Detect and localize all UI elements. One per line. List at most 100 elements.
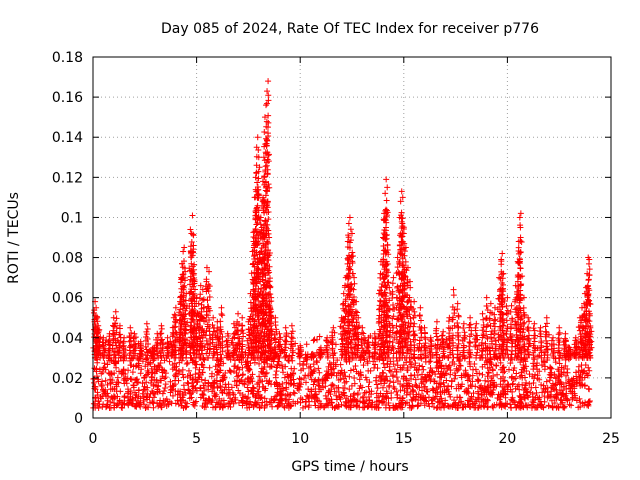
data-point [512, 385, 519, 392]
data-point [530, 366, 537, 373]
data-point [586, 386, 593, 393]
data-point [299, 362, 306, 369]
data-point [478, 398, 485, 405]
data-point [297, 399, 304, 406]
data-point [159, 390, 166, 397]
data-point [251, 399, 258, 406]
data-point [223, 390, 230, 397]
data-point [213, 372, 220, 379]
data-point [148, 373, 155, 380]
data-point [257, 395, 264, 402]
data-point [340, 375, 347, 382]
data-point [563, 372, 570, 379]
data-point [104, 390, 111, 397]
data-point [212, 393, 219, 400]
data-point [576, 395, 583, 402]
data-point [557, 396, 564, 403]
data-point [205, 395, 212, 402]
data-point [256, 360, 263, 367]
data-point [310, 337, 317, 344]
data-point [466, 398, 473, 405]
data-point [541, 359, 548, 366]
data-point [413, 382, 420, 389]
data-point [133, 391, 140, 398]
data-point [412, 360, 419, 367]
data-point [290, 389, 297, 396]
data-point [449, 359, 456, 366]
data-point [505, 381, 512, 388]
data-point [290, 370, 297, 377]
data-point [115, 358, 122, 365]
data-point [551, 382, 558, 389]
data-point [546, 377, 553, 384]
data-point [439, 371, 446, 378]
data-point [494, 371, 501, 378]
data-point [457, 394, 464, 401]
data-point [306, 392, 313, 399]
data-point [176, 390, 183, 397]
data-point [116, 368, 123, 375]
data-point [202, 404, 209, 411]
data-point [180, 374, 187, 381]
data-point [347, 404, 354, 411]
data-point [356, 376, 363, 383]
data-point [217, 358, 224, 365]
data-point [340, 385, 347, 392]
data-point [528, 403, 535, 410]
data-point [347, 367, 354, 374]
data-point [310, 381, 317, 388]
data-point [142, 404, 149, 411]
data-point [144, 367, 151, 374]
data-point [229, 390, 236, 397]
data-point [184, 400, 191, 407]
data-point [155, 362, 162, 369]
data-point [261, 402, 268, 409]
data-point [99, 403, 106, 410]
data-point [117, 388, 124, 395]
data-point [120, 366, 127, 373]
data-point [391, 366, 398, 373]
data-point [458, 374, 465, 381]
data-point [316, 383, 323, 390]
data-point [187, 372, 194, 379]
data-point [506, 366, 513, 373]
data-point [347, 393, 354, 400]
data-point [104, 361, 111, 368]
data-point [500, 364, 507, 371]
data-point [178, 402, 185, 409]
data-point [316, 388, 323, 395]
data-point [286, 358, 293, 365]
data-point [308, 386, 315, 393]
data-point [473, 398, 480, 405]
data-point [481, 403, 488, 410]
data-point [208, 370, 215, 377]
data-point [382, 393, 389, 400]
data-point [93, 365, 100, 372]
data-point [303, 341, 310, 348]
data-point [586, 397, 593, 404]
data-point [476, 342, 483, 349]
data-point [360, 362, 367, 369]
data-point [285, 357, 292, 364]
data-point [139, 358, 146, 365]
data-point [507, 401, 514, 408]
data-point [495, 391, 502, 398]
data-point [408, 361, 415, 368]
data-point [323, 395, 330, 402]
data-point [443, 387, 450, 394]
data-point [486, 391, 493, 398]
data-point [568, 382, 575, 389]
data-point [169, 392, 176, 399]
data-point [202, 377, 209, 384]
data-point [518, 369, 525, 376]
data-point [168, 400, 175, 407]
data-point [453, 365, 460, 372]
data-point [143, 404, 150, 411]
data-point [439, 400, 446, 407]
data-point [403, 359, 410, 366]
data-point [228, 384, 235, 391]
data-point [226, 367, 233, 374]
data-point [96, 366, 103, 373]
data-point [245, 375, 252, 382]
data-point [457, 362, 464, 369]
